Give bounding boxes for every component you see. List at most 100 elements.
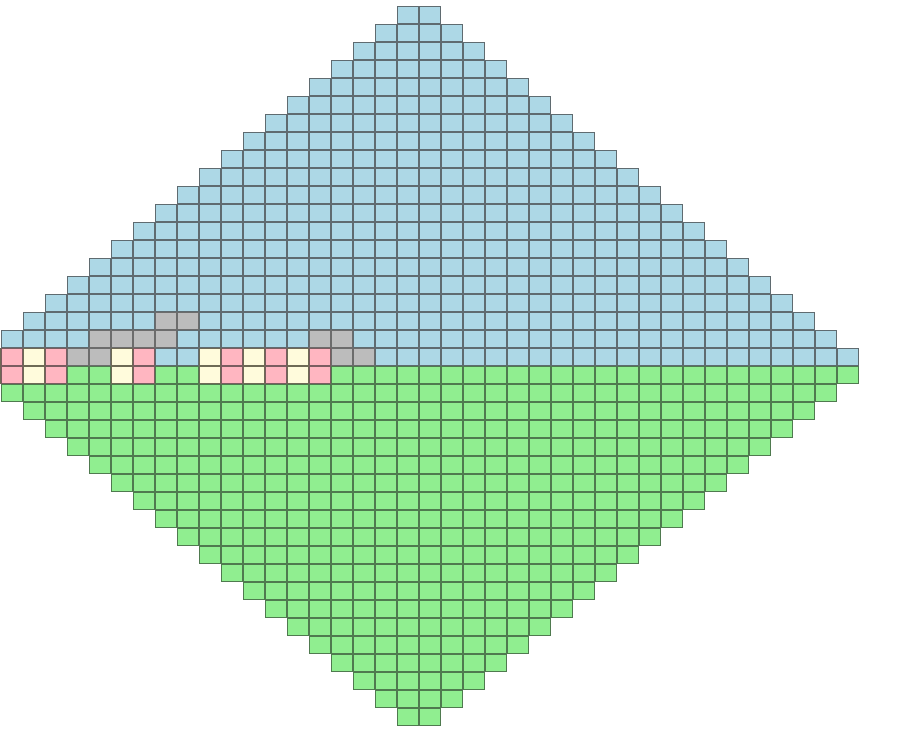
pink-tile[interactable] (221, 366, 243, 384)
grass-tile[interactable] (727, 402, 749, 420)
sky-tile[interactable] (595, 186, 617, 204)
sky-tile[interactable] (353, 258, 375, 276)
sky-tile[interactable] (485, 222, 507, 240)
grass-tile[interactable] (551, 492, 573, 510)
sky-tile[interactable] (243, 186, 265, 204)
sky-tile[interactable] (727, 276, 749, 294)
grass-tile[interactable] (551, 564, 573, 582)
sky-tile[interactable] (397, 168, 419, 186)
grass-tile[interactable] (265, 420, 287, 438)
grass-tile[interactable] (177, 438, 199, 456)
grass-tile[interactable] (463, 420, 485, 438)
sky-tile[interactable] (331, 150, 353, 168)
cream-tile[interactable] (243, 366, 265, 384)
grass-tile[interactable] (265, 546, 287, 564)
sky-tile[interactable] (397, 276, 419, 294)
sky-tile[interactable] (485, 186, 507, 204)
grass-tile[interactable] (397, 492, 419, 510)
sky-tile[interactable] (463, 276, 485, 294)
sky-tile[interactable] (419, 42, 441, 60)
grass-tile[interactable] (551, 366, 573, 384)
grass-tile[interactable] (705, 384, 727, 402)
grass-tile[interactable] (331, 384, 353, 402)
pink-tile[interactable] (265, 348, 287, 366)
sky-tile[interactable] (507, 240, 529, 258)
sky-tile[interactable] (265, 150, 287, 168)
grass-tile[interactable] (507, 618, 529, 636)
grass-tile[interactable] (155, 402, 177, 420)
stone-tile[interactable] (89, 330, 111, 348)
sky-tile[interactable] (507, 312, 529, 330)
sky-tile[interactable] (397, 204, 419, 222)
sky-tile[interactable] (661, 276, 683, 294)
grass-tile[interactable] (331, 492, 353, 510)
grass-tile[interactable] (419, 546, 441, 564)
sky-tile[interactable] (375, 60, 397, 78)
grass-tile[interactable] (617, 510, 639, 528)
grass-tile[interactable] (177, 366, 199, 384)
sky-tile[interactable] (375, 168, 397, 186)
grass-tile[interactable] (441, 564, 463, 582)
sky-tile[interactable] (1, 330, 23, 348)
grass-tile[interactable] (221, 456, 243, 474)
grass-tile[interactable] (397, 546, 419, 564)
grass-tile[interactable] (441, 456, 463, 474)
grass-tile[interactable] (287, 564, 309, 582)
grass-tile[interactable] (507, 528, 529, 546)
sky-tile[interactable] (265, 240, 287, 258)
grass-tile[interactable] (595, 366, 617, 384)
sky-tile[interactable] (221, 276, 243, 294)
sky-tile[interactable] (507, 114, 529, 132)
grass-tile[interactable] (573, 510, 595, 528)
sky-tile[interactable] (683, 294, 705, 312)
grass-tile[interactable] (771, 420, 793, 438)
sky-tile[interactable] (793, 330, 815, 348)
grass-tile[interactable] (507, 456, 529, 474)
sky-tile[interactable] (287, 114, 309, 132)
sky-tile[interactable] (397, 348, 419, 366)
grass-tile[interactable] (243, 492, 265, 510)
sky-tile[interactable] (595, 258, 617, 276)
sky-tile[interactable] (89, 276, 111, 294)
sky-tile[interactable] (441, 294, 463, 312)
grass-tile[interactable] (89, 456, 111, 474)
grass-tile[interactable] (419, 420, 441, 438)
grass-tile[interactable] (551, 528, 573, 546)
grass-tile[interactable] (353, 438, 375, 456)
grass-tile[interactable] (265, 492, 287, 510)
grass-tile[interactable] (661, 384, 683, 402)
sky-tile[interactable] (639, 222, 661, 240)
grass-tile[interactable] (287, 492, 309, 510)
sky-tile[interactable] (177, 186, 199, 204)
sky-tile[interactable] (441, 60, 463, 78)
sky-tile[interactable] (331, 312, 353, 330)
grass-tile[interactable] (375, 528, 397, 546)
sky-tile[interactable] (331, 132, 353, 150)
grass-tile[interactable] (331, 528, 353, 546)
grass-tile[interactable] (221, 510, 243, 528)
grass-tile[interactable] (287, 474, 309, 492)
grass-tile[interactable] (353, 582, 375, 600)
grass-tile[interactable] (419, 492, 441, 510)
grass-tile[interactable] (287, 582, 309, 600)
grass-tile[interactable] (287, 384, 309, 402)
sky-tile[interactable] (397, 186, 419, 204)
grass-tile[interactable] (419, 402, 441, 420)
sky-tile[interactable] (441, 276, 463, 294)
sky-tile[interactable] (529, 222, 551, 240)
grass-tile[interactable] (287, 618, 309, 636)
cream-tile[interactable] (287, 366, 309, 384)
grass-tile[interactable] (639, 384, 661, 402)
sky-tile[interactable] (287, 132, 309, 150)
grass-tile[interactable] (419, 600, 441, 618)
sky-tile[interactable] (749, 312, 771, 330)
sky-tile[interactable] (375, 240, 397, 258)
sky-tile[interactable] (331, 60, 353, 78)
sky-tile[interactable] (661, 294, 683, 312)
grass-tile[interactable] (815, 384, 837, 402)
sky-tile[interactable] (617, 258, 639, 276)
grass-tile[interactable] (771, 402, 793, 420)
grass-tile[interactable] (331, 636, 353, 654)
sky-tile[interactable] (551, 330, 573, 348)
sky-tile[interactable] (199, 330, 221, 348)
